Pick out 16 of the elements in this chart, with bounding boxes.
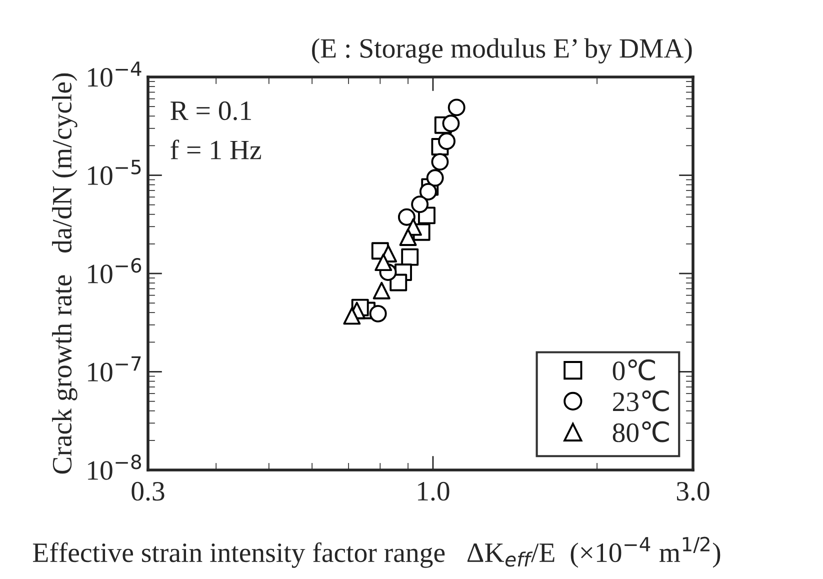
y-tick-label: 10$^{−6}$ [88, 258, 142, 284]
x-tick-label: 0.3 [132, 482, 164, 501]
y-tick-label: 10$^{−8}$ [88, 454, 142, 480]
y-axis-title: Crack growth rate da/dN (m/cycle) [52, 73, 78, 474]
legend-label: 23℃ [613, 390, 669, 412]
annotation: R = 0.1 [170, 101, 251, 120]
y-tick-label: 10$^{−4}$ [88, 62, 142, 87]
x-tick-label: 3.0 [676, 482, 710, 501]
y-tick-label: 10$^{−5}$ [88, 160, 141, 186]
chart-title: (E : Storage modulus E’ by DMA) [312, 38, 692, 64]
x-axis-title: Effective strain intensity factor range ΔK$_{eff}$/E (×10$^{−4}$ m$^{1/2}$) [32, 536, 720, 568]
legend-label: 0℃ [612, 359, 655, 380]
x-tick-label: 1.0 [418, 482, 450, 501]
annotation: f = 1 Hz [170, 140, 262, 160]
y-tick-label: 10$^{−7}$ [88, 356, 141, 382]
legend-label: 80℃ [612, 421, 669, 442]
